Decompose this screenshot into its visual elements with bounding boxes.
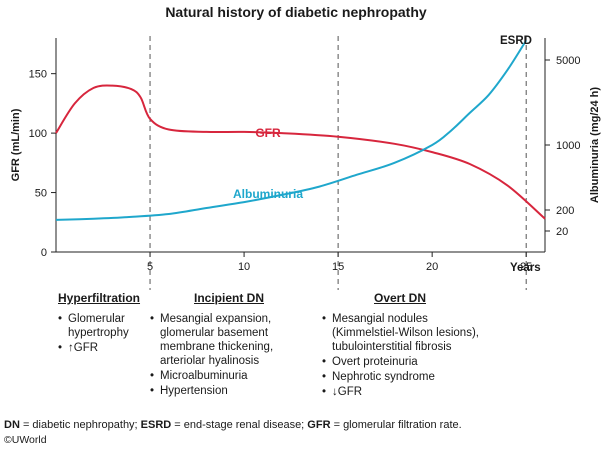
y-tick-label-left: 0 <box>41 247 47 259</box>
list-item: Microalbuminuria <box>150 369 310 383</box>
stage-title-incipient-dn: Incipient DN <box>194 291 265 305</box>
stage-title-overt-dn: Overt DN <box>374 291 427 305</box>
series-label-albuminuria: Albuminuria <box>233 187 303 201</box>
x-axis-label: Years <box>510 262 541 274</box>
x-tick-label: 25 <box>520 261 532 273</box>
copyright: ©UWorld <box>4 434 47 446</box>
footnote-esrd-abbr: ESRD <box>140 419 172 431</box>
y-axis-label-left: GFR (mL/min) <box>10 108 22 181</box>
stage-overt-dn: Overt DN Mesangial nodules (Kimmelstiel-… <box>322 291 487 400</box>
list-item: Mesangial nodules (Kimmelstiel-Wilson le… <box>322 312 487 354</box>
list-item: ↑GFR <box>58 341 143 355</box>
stage-incipient-dn: Incipient DN Mesangial expansion, glomer… <box>150 291 310 399</box>
footnote-gfr-abbr: GFR <box>307 419 331 431</box>
y-tick-label-right: 5000 <box>556 55 580 67</box>
list-item: Hypertension <box>150 384 310 398</box>
list-item: Nephrotic syndrome <box>322 370 487 384</box>
footnote-dn-abbr: DN <box>4 419 20 431</box>
y-tick-label-right: 20 <box>556 226 568 238</box>
x-tick-label: 10 <box>238 261 250 273</box>
x-tick-label: 20 <box>426 261 438 273</box>
chart-title: Natural history of diabetic nephropathy <box>165 4 427 20</box>
stage-title-hyperfiltration: Hyperfiltration <box>58 291 141 305</box>
y-axis-label-right: Albuminuria (mg/24 h) <box>589 87 601 203</box>
y-tick-label-right: 200 <box>556 205 574 217</box>
y-tick-label-right: 1000 <box>556 140 580 152</box>
footnote: DN = diabetic nephropathy; ESRD = end-st… <box>4 419 462 431</box>
y-tick-label-left: 150 <box>29 69 47 81</box>
footnote-gfr-text: = glomerular filtration rate. <box>330 419 462 431</box>
chart: Natural history of diabetic nephropathy … <box>10 4 601 290</box>
list-item: Overt proteinuria <box>322 355 487 369</box>
series-label-gfr: GFR <box>255 126 281 140</box>
y-tick-label-left: 100 <box>29 128 47 140</box>
y-tick-label-left: 50 <box>35 188 47 200</box>
esrd-label: ESRD <box>500 35 532 47</box>
list-item: ↓GFR <box>322 385 487 399</box>
series-line-albuminuria <box>55 39 528 221</box>
x-tick-label: 15 <box>332 261 344 273</box>
series-line-gfr <box>55 84 546 220</box>
list-item: Glomerular hypertrophy <box>58 312 143 340</box>
footnote-esrd-text: = end-stage renal disease; <box>171 419 308 431</box>
footnote-dn-text: = diabetic nephropathy; <box>19 419 141 431</box>
list-item: Mesangial expansion, glomerular basement… <box>150 312 310 368</box>
stage-hyperfiltration: Hyperfiltration Glomerular hypertrophy ↑… <box>58 291 143 356</box>
x-tick-label: 5 <box>147 261 153 273</box>
